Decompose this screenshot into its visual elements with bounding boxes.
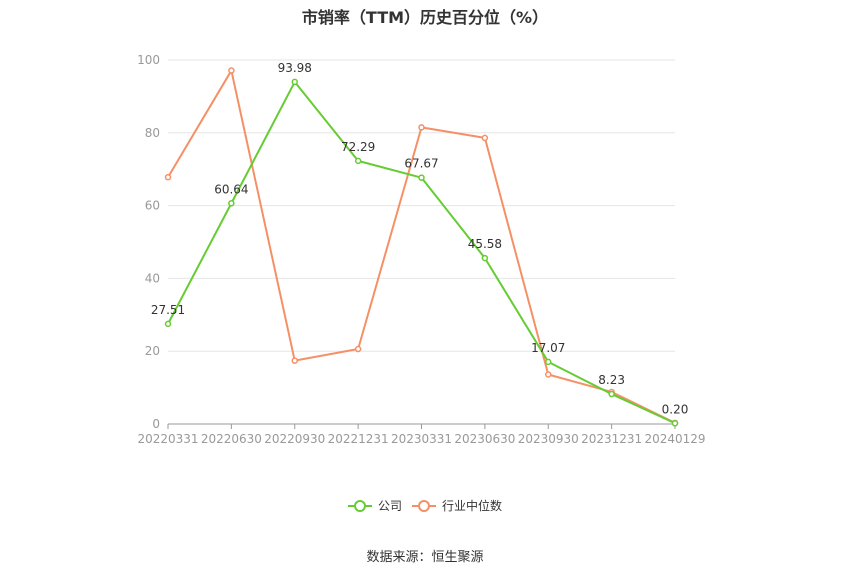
data-point	[545, 358, 552, 366]
y-tick-label: 0	[152, 417, 160, 431]
data-label: 72.29	[341, 140, 375, 154]
data-point	[671, 420, 679, 427]
data-label: 60.64	[214, 182, 248, 196]
x-tick-label: 20230331	[391, 432, 452, 446]
y-tick-label: 20	[145, 344, 160, 358]
x-tick-label: 20221231	[328, 432, 389, 446]
x-tick-label: 20220930	[264, 432, 325, 446]
data-point	[164, 173, 172, 181]
source-note: 数据来源：恒生聚源	[366, 550, 484, 565]
data-label: 67.67	[404, 157, 438, 171]
data-point	[228, 67, 235, 74]
data-label: 0.20	[662, 402, 689, 416]
y-tick-label: 100	[137, 53, 160, 67]
series-line-1	[167, 69, 676, 424]
data-label: 8.23	[598, 373, 625, 387]
data-label: 27.51	[151, 303, 185, 317]
data-point	[545, 371, 552, 378]
y-tick-label: 40	[145, 271, 160, 285]
data-point	[608, 390, 615, 398]
data-point	[354, 345, 362, 353]
data-point	[164, 320, 172, 328]
x-tick-label: 20240129	[644, 432, 705, 446]
data-point	[291, 78, 298, 86]
x-tick-label: 20230630	[454, 432, 515, 446]
data-label: 45.58	[468, 237, 502, 251]
legend-label-0: 公司	[378, 499, 402, 513]
data-point	[481, 134, 489, 142]
x-tick-label: 20230930	[518, 432, 579, 446]
legend-label-1: 行业中位数	[442, 498, 502, 513]
data-label: 17.07	[531, 341, 565, 355]
data-point	[418, 124, 425, 131]
data-point	[291, 357, 298, 364]
data-point	[418, 174, 425, 181]
y-tick-label: 80	[145, 126, 160, 140]
data-point	[481, 254, 489, 262]
x-tick-label: 20220331	[137, 432, 198, 446]
y-tick-label: 60	[145, 199, 160, 213]
x-tick-label: 20220630	[201, 432, 262, 446]
data-point	[354, 157, 362, 165]
x-tick-label: 20231231	[581, 432, 642, 446]
chart-title: 市销率（TTM）历史百分位（%）	[301, 8, 549, 27]
data-label: 93.98	[278, 61, 312, 75]
legend-marker-0	[354, 500, 366, 512]
data-point	[228, 200, 235, 207]
legend-marker-1	[418, 500, 430, 512]
